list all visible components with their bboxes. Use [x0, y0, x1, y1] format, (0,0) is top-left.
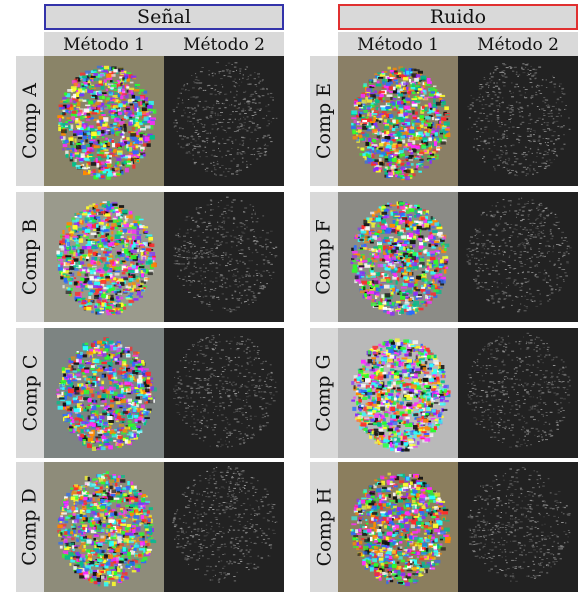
method-1-image [338, 328, 458, 458]
signal-title: Señal [44, 4, 284, 30]
row-label: Comp A [16, 56, 44, 186]
row-comp-g: Comp G [310, 328, 578, 458]
row-label: Comp C [16, 328, 44, 458]
method-2-image [458, 56, 578, 186]
method-2-image [458, 328, 578, 458]
method-2-image [458, 192, 578, 322]
row-comp-d: Comp D [16, 462, 284, 592]
noise-column-headers: Método 1 Método 2 [338, 32, 578, 58]
row-label: Comp G [310, 328, 338, 458]
noise-title: Ruido [338, 4, 578, 30]
row-comp-a: Comp A [16, 56, 284, 186]
method-1-header: Método 1 [357, 35, 439, 55]
row-label: Comp D [16, 462, 44, 592]
method-2-image [164, 192, 284, 322]
signal-column-headers: Método 1 Método 2 [44, 32, 284, 58]
method-2-header: Método 2 [477, 35, 559, 55]
row-label: Comp F [310, 192, 338, 322]
method-2-image [164, 462, 284, 592]
method-1-image [338, 192, 458, 322]
method-1-image [44, 328, 164, 458]
noise-group: Ruido Método 1 Método 2 [310, 4, 580, 58]
row-label: Comp B [16, 192, 44, 322]
method-2-image [164, 56, 284, 186]
method-1-image [44, 462, 164, 592]
method-2-header: Método 2 [183, 35, 265, 55]
row-comp-f: Comp F [310, 192, 578, 322]
row-comp-h: Comp H [310, 462, 578, 592]
method-1-image [338, 462, 458, 592]
method-1-image [44, 192, 164, 322]
row-comp-b: Comp B [16, 192, 284, 322]
method-1-image [338, 56, 458, 186]
method-2-image [164, 328, 284, 458]
row-label: Comp H [310, 462, 338, 592]
method-1-image [44, 56, 164, 186]
signal-group: Señal Método 1 Método 2 [16, 4, 286, 58]
method-1-header: Método 1 [63, 35, 145, 55]
method-2-image [458, 462, 578, 592]
row-label: Comp E [310, 56, 338, 186]
row-comp-e: Comp E [310, 56, 578, 186]
row-comp-c: Comp C [16, 328, 284, 458]
